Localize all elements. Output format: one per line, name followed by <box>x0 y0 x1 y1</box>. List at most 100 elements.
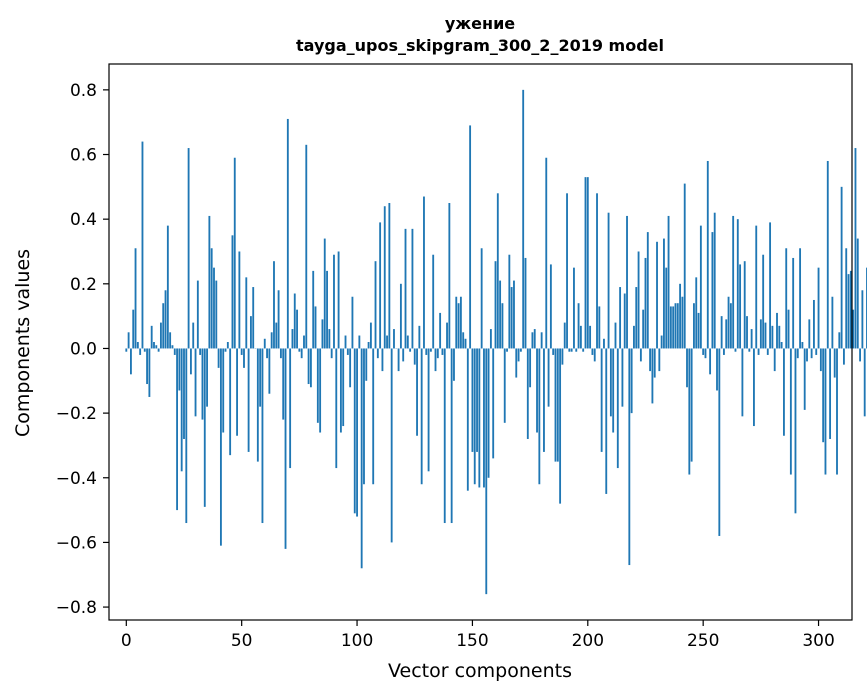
bar-105 <box>367 342 370 349</box>
bar-101 <box>358 335 361 349</box>
bar-204 <box>596 193 598 349</box>
bar-257 <box>718 348 721 536</box>
bar-299 <box>815 348 818 355</box>
bar-163 <box>501 303 504 349</box>
bar-6 <box>139 348 142 355</box>
bar-157 <box>487 348 490 478</box>
bar-120 <box>402 348 405 362</box>
bar-88 <box>328 329 331 349</box>
bar-111 <box>381 348 384 372</box>
bar-59 <box>261 348 264 524</box>
x-tick-label: 250 <box>687 631 719 651</box>
bar-87 <box>326 270 328 349</box>
bar-1 <box>127 332 130 349</box>
bar-318 <box>859 348 861 362</box>
bar-75 <box>298 348 301 352</box>
y-tick-label: 0.6 <box>70 146 97 166</box>
bar-274 <box>757 348 760 355</box>
bar-260 <box>725 319 728 349</box>
bar-227 <box>649 348 652 372</box>
bar-215 <box>621 348 624 407</box>
bar-247 <box>695 277 698 349</box>
bar-50 <box>240 348 243 355</box>
bar-131 <box>427 348 430 472</box>
bar-300 <box>817 267 820 349</box>
bar-273 <box>755 225 758 349</box>
bar-86 <box>323 238 326 349</box>
bar-193 <box>570 348 573 352</box>
bar-22 <box>176 348 178 511</box>
bar-104 <box>365 348 368 381</box>
bar-46 <box>231 235 234 349</box>
bar-251 <box>704 348 707 359</box>
bar-220 <box>633 325 635 349</box>
bar-141 <box>450 348 453 524</box>
y-tick-label: 0.2 <box>70 275 97 295</box>
bar-162 <box>499 280 502 349</box>
bar-207 <box>603 338 605 349</box>
bar-241 <box>681 296 684 349</box>
bar-121 <box>404 228 407 349</box>
bar-136 <box>439 312 442 349</box>
bar-140 <box>448 203 451 349</box>
bar-0 <box>125 348 128 352</box>
bar-189 <box>561 348 564 365</box>
y-tick-label: −0.2 <box>56 404 97 424</box>
bar-248 <box>697 312 700 349</box>
bar-278 <box>766 348 769 355</box>
bar-202 <box>591 348 594 355</box>
bar-122 <box>406 335 409 349</box>
y-tick-label: 0.4 <box>70 210 97 230</box>
bar-263 <box>732 215 735 349</box>
bar-123 <box>409 348 412 352</box>
bar-28 <box>189 348 192 375</box>
bar-29 <box>192 322 195 349</box>
bar-242 <box>683 183 686 349</box>
bar-218 <box>628 348 631 566</box>
bar-283 <box>778 325 781 349</box>
bar-153 <box>478 348 481 488</box>
bar-5 <box>136 342 139 349</box>
bar-110 <box>379 222 382 349</box>
bar-61 <box>266 348 268 359</box>
bar-208 <box>605 348 608 494</box>
bar-119 <box>399 283 402 349</box>
bar-296 <box>808 319 811 349</box>
bar-235 <box>667 215 670 349</box>
bar-237 <box>672 306 675 349</box>
bar-306 <box>831 296 834 349</box>
bar-167 <box>510 287 513 349</box>
bar-292 <box>799 248 802 349</box>
bar-183 <box>547 348 550 407</box>
bar-76 <box>300 348 303 359</box>
bar-308 <box>836 348 838 475</box>
bar-213 <box>616 348 619 469</box>
bar-173 <box>524 257 527 349</box>
bar-214 <box>619 287 622 349</box>
bar-30 <box>194 348 197 417</box>
bar-224 <box>642 309 645 349</box>
bar-279 <box>769 222 772 349</box>
bar-310 <box>840 186 843 349</box>
bar-291 <box>796 348 799 359</box>
bars-group <box>125 89 867 595</box>
bar-116 <box>393 329 395 349</box>
bar-171 <box>519 348 522 352</box>
x-tick-label: 100 <box>341 631 373 651</box>
bar-229 <box>653 348 656 378</box>
bar-320 <box>863 348 866 417</box>
bar-113 <box>386 335 388 349</box>
bar-68 <box>282 348 285 420</box>
bar-47 <box>233 157 236 349</box>
bar-284 <box>780 342 783 349</box>
bar-275 <box>759 319 762 349</box>
bar-53 <box>247 348 250 452</box>
bar-67 <box>279 348 282 359</box>
bar-15 <box>159 322 162 349</box>
bar-303 <box>824 348 827 475</box>
bar-3 <box>132 309 135 349</box>
bar-134 <box>434 348 437 372</box>
bar-151 <box>473 348 476 485</box>
bar-99 <box>353 348 356 514</box>
